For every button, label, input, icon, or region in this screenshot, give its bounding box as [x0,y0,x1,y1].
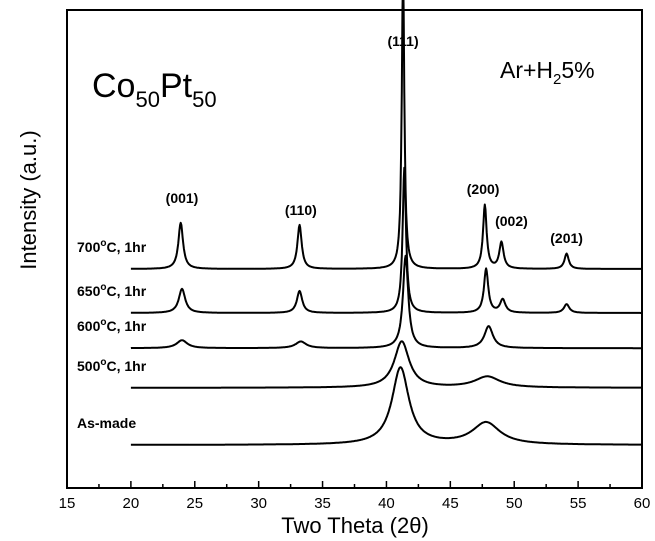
series-label-rest: C, 1hr [106,318,146,334]
series-label-rest: C, 1hr [106,239,146,255]
series-line [130,254,643,350]
series-line [130,340,643,389]
x-tick-label: 40 [378,495,395,512]
peak-label: (111) [387,33,418,49]
series-label: As-made [77,415,136,431]
composition-base2: Pt [160,67,193,105]
composition-label: Co50Pt50 [92,67,217,112]
series-label: 500oC, 1hr [77,357,147,374]
series-label-sup: o [100,238,106,249]
series-label-main: 650 [77,283,101,299]
x-tick-label: 50 [506,495,523,512]
peak-label: (001) [166,190,199,206]
series-label-main: 700 [77,239,101,255]
x-tick-label: 60 [634,495,651,512]
series-line [130,366,643,446]
x-tick-label: 15 [59,495,76,512]
peak-label: (200) [467,181,500,197]
series-label-sup: o [100,357,106,368]
peak-label: (110) [285,202,317,218]
series-label: 700oC, 1hr [77,238,147,255]
x-tick-label: 45 [442,495,459,512]
x-axis-title: Two Theta (2θ) [281,513,429,538]
x-tick-label: 20 [123,495,140,512]
peak-label: (201) [550,230,583,246]
x-axis: 15 20 25 30 35 40 45 50 55 60 [59,481,651,512]
x-tick-label: 55 [570,495,587,512]
diffraction-traces [130,0,643,446]
atmosphere-base1: Ar+H [500,57,553,83]
atmosphere-sub1: 2 [553,71,561,88]
x-tick-label: 35 [314,495,331,512]
series-label: 600oC, 1hr [77,317,147,334]
composition-sub1: 50 [135,87,159,112]
series-label-main: 500 [77,358,101,374]
series-label-rest: C, 1hr [106,283,146,299]
atmosphere-label: Ar+H25% [500,57,595,88]
series-label-rest: C, 1hr [106,358,146,374]
series-line [130,166,643,314]
peak-labels: (001) (110) (111) (200) (002) (201) [166,33,583,246]
x-tick-label: 30 [250,495,267,512]
y-axis-title: Intensity (a.u.) [16,130,41,269]
series-label-sup: o [100,282,106,293]
series-label-sup: o [100,317,106,328]
series-label: 650oC, 1hr [77,282,147,299]
series-line [130,0,643,270]
composition-sub2: 50 [192,87,216,112]
series-label-main: 600 [77,318,101,334]
composition-base1: Co [92,67,135,105]
peak-label: (002) [495,213,528,229]
atmosphere-base2: 5% [561,57,594,83]
x-tick-label: 25 [186,495,203,512]
series-label-main: As-made [77,415,136,431]
